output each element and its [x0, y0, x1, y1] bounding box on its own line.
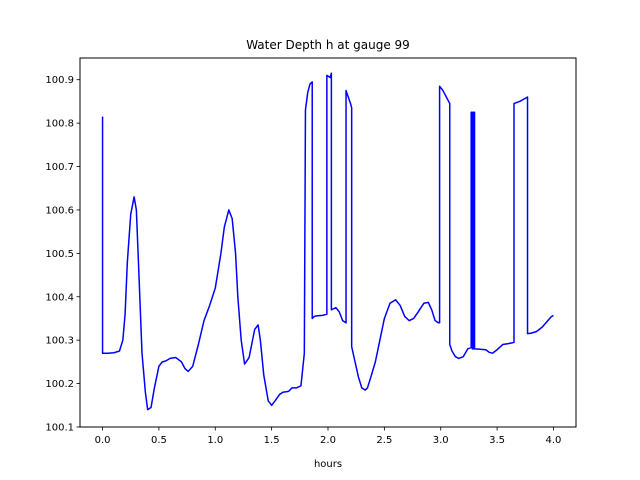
y-tick-label: 100.7 [45, 162, 74, 173]
x-axis: 0.0 0.5 1.0 1.5 2.0 2.5 3.0 3.5 4.0 [95, 427, 562, 446]
plot-area [101, 72, 554, 411]
y-tick-label: 100.4 [45, 292, 74, 303]
y-tick-label: 100.6 [45, 205, 74, 216]
y-tick-label: 100.2 [45, 379, 74, 390]
y-axis: 100.1 100.2 100.3 100.4 100.5 100.6 100.7 100.8… [45, 75, 80, 434]
x-tick-label: 3.0 [433, 435, 449, 446]
x-axis-label: hours [314, 459, 342, 470]
y-tick-label: 100.9 [45, 75, 74, 86]
x-tick-label: 4.0 [546, 435, 562, 446]
x-tick-label: 0.5 [151, 435, 167, 446]
x-tick-label: 0.0 [95, 435, 111, 446]
x-tick-label: 2.5 [376, 435, 392, 446]
chart-title: Water Depth h at gauge 99 [246, 38, 410, 52]
y-tick-label: 100.8 [45, 119, 74, 130]
plot-frame [79, 57, 577, 428]
x-tick-label: 1.5 [264, 435, 280, 446]
x-tick-label: 1.0 [207, 435, 223, 446]
x-tick-label: 3.5 [489, 435, 505, 446]
x-tick-label: 2.0 [320, 435, 336, 446]
y-tick-label: 100.3 [45, 336, 74, 347]
series-line-0 [101, 72, 554, 411]
y-tick-label: 100.5 [45, 249, 74, 260]
y-tick-label: 100.1 [45, 423, 74, 434]
